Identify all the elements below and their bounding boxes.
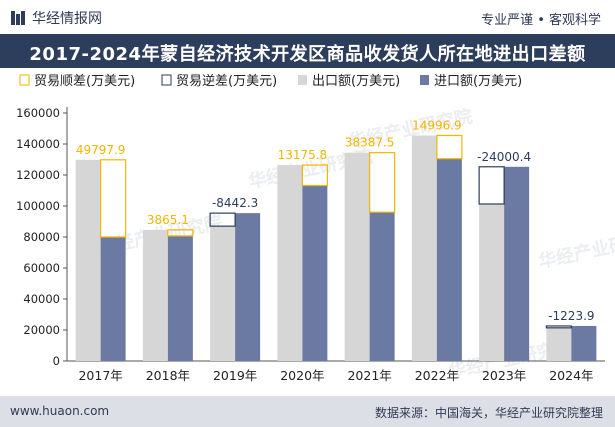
deficit-box: [209, 212, 236, 227]
chart-svg: 华经产业研究院华经产业研究院华经产业研究院华经产业研究院华经产业研究院贸易顺差(…: [16, 73, 615, 383]
x-tick-label: 2020年: [280, 368, 324, 383]
import-bar: [235, 213, 261, 361]
legend-swatch-surplus: [19, 74, 30, 86]
legend-label-deficit: 贸易逆差(万美元): [176, 73, 277, 89]
y-tick-label: 100000: [16, 199, 60, 213]
export-bar: [344, 152, 370, 361]
brand: 华经情报网: [10, 8, 102, 28]
import-bar: [302, 185, 328, 361]
legend-label-import: 进口额(万美元): [434, 74, 522, 89]
huajing-logo-icon: [11, 11, 25, 25]
legend-label-surplus: 贸易顺差(万美元): [34, 74, 135, 89]
export-bar: [277, 165, 303, 361]
export-bar: [142, 229, 168, 361]
x-tick-label: 2022年: [415, 368, 459, 383]
surplus-box: [167, 229, 194, 237]
x-tick-label: 2021年: [347, 368, 391, 383]
balance-label: 14996.9: [412, 118, 462, 132]
export-bar: [479, 203, 505, 361]
balance-label: -8442.3: [212, 196, 258, 210]
watermark-text: 华经产业研究院: [536, 225, 615, 273]
import-bar: [436, 158, 462, 361]
export-bar: [210, 226, 236, 361]
footer-source: 数据来源：中国海关，华经产业研究院整理: [374, 406, 603, 420]
y-tick-label: 120000: [16, 168, 60, 182]
top-bar: 华经情报网 专业严谨 • 客观科学: [0, 0, 615, 34]
title-bar: 2017-2024年蒙自经济技术开发区商品收发货人所在地进出口差额: [0, 34, 615, 68]
balance-label: 49797.9: [76, 143, 126, 157]
y-tick-label: 80000: [23, 230, 60, 244]
y-tick-label: 40000: [23, 292, 60, 306]
tagline: 专业严谨 • 客观科学: [481, 13, 601, 28]
legend-swatch-import: [420, 75, 429, 85]
chart-title: 2017-2024年蒙自经济技术开发区商品收发货人所在地进出口差额: [29, 44, 586, 65]
balance-label: 13175.8: [278, 148, 328, 162]
balance-label: -1223.9: [548, 309, 594, 323]
y-tick-label: 60000: [23, 261, 60, 275]
footer: www.huaon.com 数据来源：中国海关，华经产业研究院整理: [0, 396, 615, 427]
export-bar: [75, 159, 101, 361]
x-tick-label: 2017年: [78, 368, 122, 383]
import-bar: [369, 212, 395, 361]
y-tick-label: 160000: [16, 106, 60, 120]
x-tick-label: 2024年: [549, 368, 593, 383]
surplus-box: [301, 164, 328, 187]
y-tick-label: 0: [53, 354, 60, 368]
footer-website: www.huaon.com: [10, 404, 110, 418]
legend-swatch-export: [298, 75, 307, 85]
surplus-box: [369, 152, 396, 213]
import-bar: [571, 325, 597, 361]
import-bar: [167, 235, 193, 361]
x-tick-label: 2019年: [213, 368, 257, 383]
y-tick-label: 20000: [23, 323, 60, 337]
balance-label: 38387.5: [345, 136, 395, 150]
import-bar: [100, 237, 126, 361]
export-bar: [546, 327, 572, 361]
legend-label-export: 出口额(万美元): [312, 74, 400, 89]
x-tick-label: 2018年: [146, 368, 190, 383]
x-tick-label: 2023年: [482, 368, 526, 383]
balance-label: -24000.4: [477, 150, 531, 164]
legend-swatch-deficit: [161, 74, 172, 86]
y-tick-label: 140000: [16, 137, 60, 151]
surplus-box: [100, 159, 127, 238]
export-bar: [411, 135, 437, 361]
deficit-box: [545, 325, 572, 329]
balance-label: 3865.1: [147, 213, 189, 227]
surplus-box: [436, 134, 463, 160]
deficit-box: [478, 166, 505, 205]
import-bar: [504, 166, 530, 361]
site-name: 华经情报网: [32, 11, 102, 27]
